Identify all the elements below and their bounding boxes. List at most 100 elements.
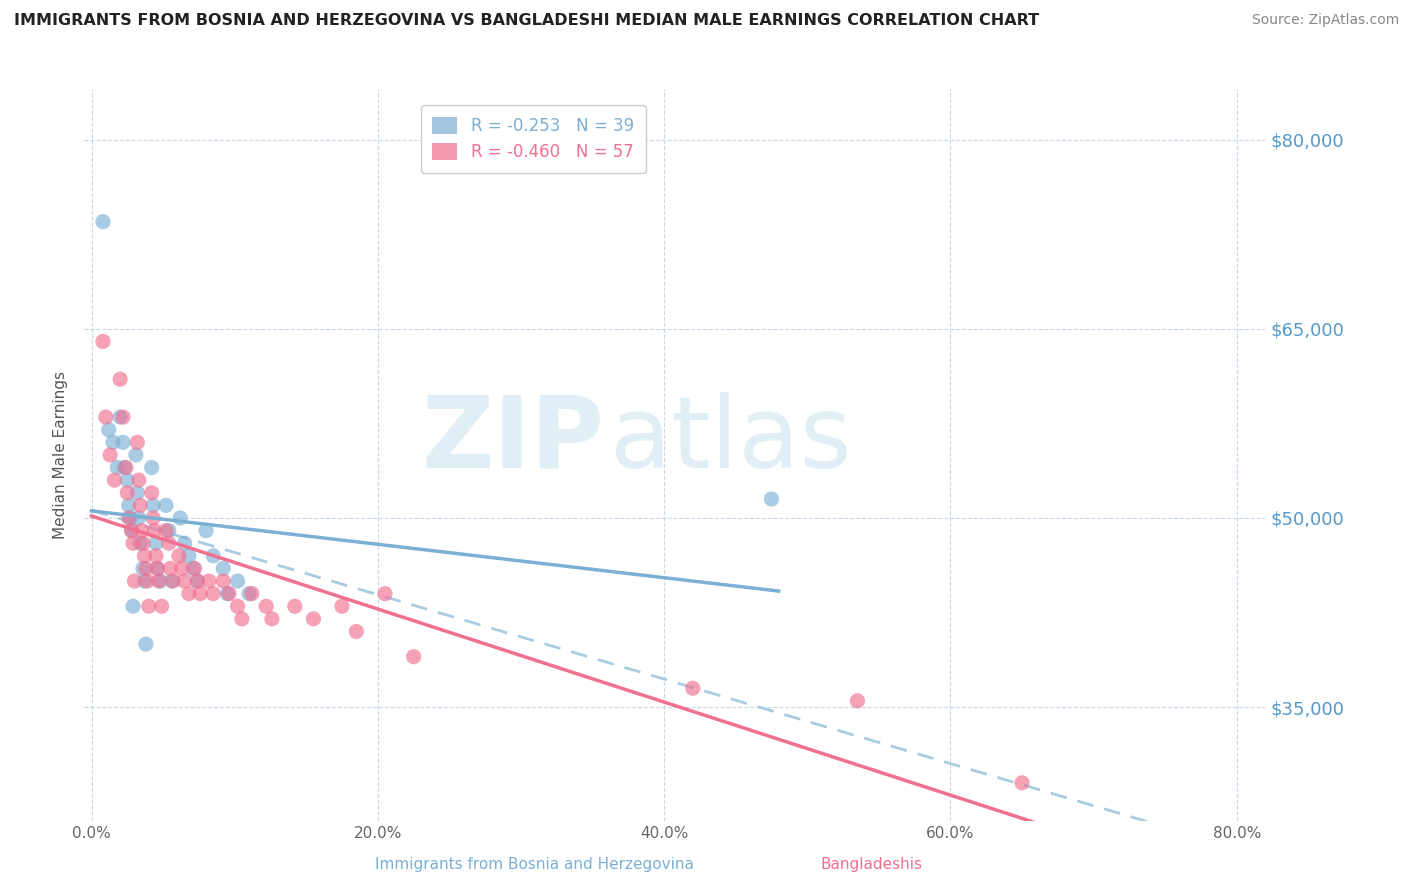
Point [226,574,249,588]
Point [135,561,157,575]
Point [177,549,200,563]
Point [231,612,253,626]
Point [108,410,131,425]
Point [159,561,181,575]
Point [146,561,169,575]
Point [142,511,165,525]
Point [148,574,170,588]
Point [173,574,195,588]
Point [302,612,325,626]
Point [198,574,221,588]
Point [846,694,869,708]
Point [134,549,156,563]
Point [167,549,190,563]
Text: Bangladeshis: Bangladeshis [821,857,922,872]
Point [160,574,183,588]
Point [94,410,117,425]
Point [170,561,193,575]
Point [402,649,425,664]
Point [118,499,141,513]
Point [212,561,235,575]
Point [121,524,143,538]
Point [111,410,134,425]
Point [145,549,167,563]
Point [141,460,163,475]
Point [131,524,153,538]
Point [127,485,149,500]
Point [186,574,208,588]
Point [254,599,277,614]
Point [141,485,163,500]
Point [121,524,143,538]
Point [115,460,138,475]
Point [226,599,249,614]
Point [129,499,152,513]
Point [128,511,150,525]
Point [177,587,200,601]
Point [162,574,184,588]
Point [682,681,704,696]
Point [146,561,169,575]
Point [138,599,160,614]
Point [202,587,225,601]
Point [98,448,121,462]
Y-axis label: Median Male Earnings: Median Male Earnings [53,371,69,539]
Point [173,536,195,550]
Point [114,460,136,475]
Point [135,637,157,651]
Text: Immigrants from Bosnia and Herzegovina: Immigrants from Bosnia and Herzegovina [375,857,693,872]
Point [117,485,139,500]
Point [188,587,211,601]
Point [120,511,142,525]
Point [117,473,139,487]
Point [132,561,155,575]
Point [122,599,145,614]
Point [183,561,205,575]
Text: ZIP: ZIP [422,392,605,489]
Point [155,499,177,513]
Point [374,587,396,601]
Point [108,372,131,386]
Legend: R = -0.253   N = 39, R = -0.460   N = 57: R = -0.253 N = 39, R = -0.460 N = 57 [420,105,645,173]
Point [1011,776,1033,790]
Point [103,473,125,487]
Point [91,334,114,349]
Point [217,587,239,601]
Point [143,524,166,538]
Point [122,536,145,550]
Point [136,574,159,588]
Point [761,491,783,506]
Point [105,460,128,475]
Point [91,214,114,228]
Point [129,536,152,550]
Point [145,536,167,550]
Point [157,524,180,538]
Point [260,612,283,626]
Point [218,587,240,601]
Text: atlas: atlas [610,392,852,489]
Point [97,423,120,437]
Point [155,524,177,538]
Point [169,511,191,525]
Point [157,536,180,550]
Point [142,499,165,513]
Point [181,561,204,575]
Point [118,511,141,525]
Text: IMMIGRANTS FROM BOSNIA AND HERZEGOVINA VS BANGLADESHI MEDIAN MALE EARNINGS CORRE: IMMIGRANTS FROM BOSNIA AND HERZEGOVINA V… [14,13,1039,29]
Point [132,536,155,550]
Text: Source: ZipAtlas.com: Source: ZipAtlas.com [1251,13,1399,28]
Point [101,435,124,450]
Point [238,587,260,601]
Point [195,524,218,538]
Point [344,624,367,639]
Point [186,574,208,588]
Point [330,599,353,614]
Point [240,587,263,601]
Point [128,473,150,487]
Point [127,435,149,450]
Point [150,599,173,614]
Point [202,549,225,563]
Point [111,435,134,450]
Point [149,574,172,588]
Point [284,599,307,614]
